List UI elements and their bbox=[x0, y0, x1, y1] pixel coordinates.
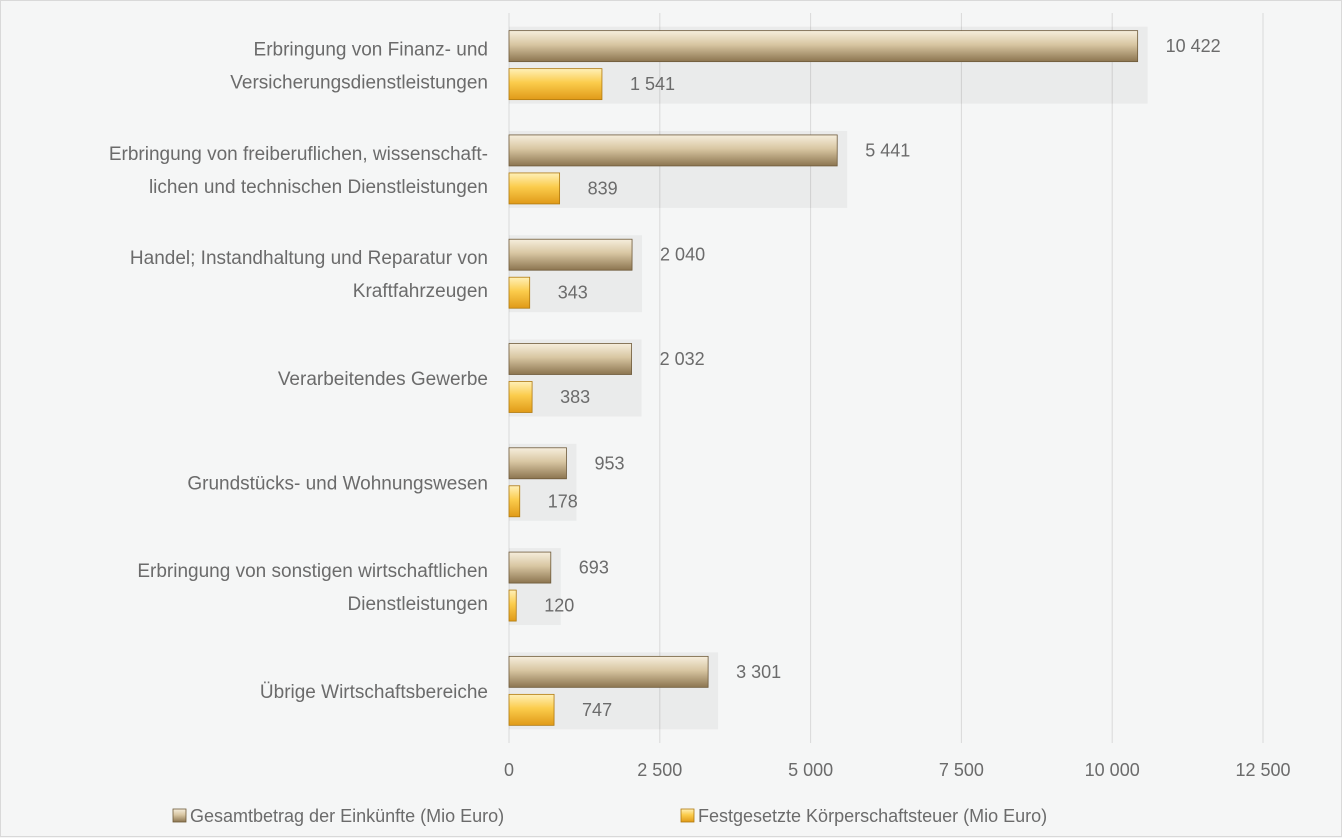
bar-koerperschaftsteuer bbox=[508, 68, 603, 101]
bar-koerperschaftsteuer bbox=[508, 693, 555, 726]
legend: Gesamtbetrag der Einkünfte (Mio Euro) Fes… bbox=[172, 806, 1047, 826]
category-label: Erbringung von freiberuflichen, wissensc… bbox=[109, 144, 488, 165]
category-label: Handel; Instandhaltung und Reparatur von bbox=[130, 248, 488, 269]
data-label-koerperschaftsteuer: 747 bbox=[582, 700, 612, 720]
bar-einkuenfte bbox=[508, 343, 632, 375]
bar-einkuenfte bbox=[508, 134, 838, 167]
x-tick-label: 0 bbox=[504, 760, 514, 780]
category-label: Dienstleistungen bbox=[348, 594, 488, 615]
category-label: Erbringung von sonstigen wirtschaftliche… bbox=[137, 561, 488, 582]
data-label-einkuenfte: 10 422 bbox=[1166, 36, 1221, 56]
category-label: Kraftfahrzeugen bbox=[353, 281, 488, 302]
legend-label: Gesamtbetrag der Einkünfte (Mio Euro) bbox=[190, 806, 504, 826]
bar-einkuenfte bbox=[508, 238, 633, 271]
bar-koerperschaftsteuer bbox=[508, 276, 531, 309]
bars bbox=[508, 30, 1139, 726]
x-tick-label: 5 000 bbox=[788, 760, 833, 780]
category-label: Erbringung von Finanz- und bbox=[254, 40, 488, 61]
bar-shadows bbox=[509, 26, 1148, 730]
data-label-koerperschaftsteuer: 343 bbox=[558, 283, 588, 303]
x-tick-label: 10 000 bbox=[1085, 760, 1140, 780]
bar-koerperschaftsteuer bbox=[508, 381, 533, 413]
data-label-einkuenfte: 953 bbox=[594, 453, 624, 473]
x-tick-label: 7 500 bbox=[939, 760, 984, 780]
x-axis-ticks: 0 2 500 5 000 7 500 10 000 12 500 bbox=[504, 760, 1291, 780]
data-label-koerperschaftsteuer: 383 bbox=[560, 387, 590, 407]
x-tick-label: 12 500 bbox=[1235, 760, 1290, 780]
x-tick-label: 2 500 bbox=[637, 760, 682, 780]
data-label-koerperschaftsteuer: 178 bbox=[548, 491, 578, 511]
data-label-koerperschaftsteuer: 1 541 bbox=[630, 74, 675, 94]
bar-koerperschaftsteuer bbox=[508, 589, 517, 622]
category-labels: Erbringung von Finanz- und Versicherungsd… bbox=[109, 40, 488, 703]
bar-einkuenfte bbox=[508, 551, 552, 584]
data-label-einkuenfte: 693 bbox=[579, 558, 609, 578]
data-label-einkuenfte: 2 032 bbox=[660, 349, 705, 369]
data-labels: 10 422 1 541 5 441 839 2 040 343 2 032 383 953 17… bbox=[544, 36, 1220, 720]
bar-koerperschaftsteuer bbox=[508, 172, 561, 205]
data-label-einkuenfte: 5 441 bbox=[865, 140, 910, 160]
category-label: Versicherungsdienstleistungen bbox=[230, 73, 488, 94]
category-label: Verarbeitendes Gewerbe bbox=[278, 369, 488, 390]
data-label-einkuenfte: 3 301 bbox=[736, 662, 781, 682]
legend-swatch bbox=[172, 808, 187, 823]
bar-koerperschaftsteuer bbox=[508, 485, 521, 518]
bar-einkuenfte bbox=[508, 447, 567, 480]
data-label-koerperschaftsteuer: 839 bbox=[588, 178, 618, 198]
legend-swatch bbox=[680, 808, 695, 823]
bar-einkuenfte bbox=[508, 655, 709, 688]
category-label: Übrige Wirtschaftsbereiche bbox=[260, 682, 488, 703]
category-label: lichen und technischen Dienstleistungen bbox=[149, 177, 488, 198]
bar-einkuenfte bbox=[508, 30, 1139, 63]
legend-label: Festgesetzte Körperschaftsteuer (Mio Eur… bbox=[698, 806, 1047, 826]
category-label: Grundstücks- und Wohnungswesen bbox=[187, 473, 488, 494]
data-label-koerperschaftsteuer: 120 bbox=[544, 596, 574, 616]
data-label-einkuenfte: 2 040 bbox=[660, 245, 705, 265]
